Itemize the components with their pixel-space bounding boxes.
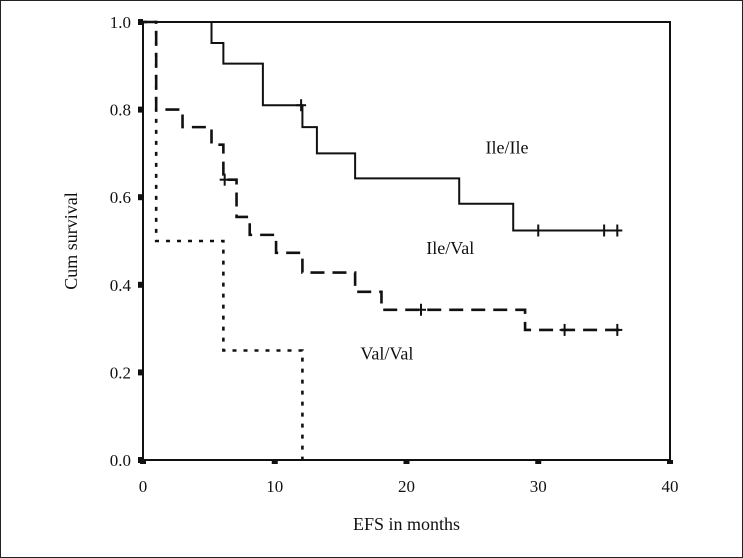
x-tick-label: 10 xyxy=(266,477,283,496)
curve-val-val xyxy=(143,20,304,460)
curve-label-ile-val: Ile/Val xyxy=(426,238,474,258)
curve-ile-ile xyxy=(143,21,622,232)
y-tick-label: 0.4 xyxy=(110,276,132,295)
x-tick-label: 20 xyxy=(398,477,415,496)
curve-label-val-val: Val/Val xyxy=(360,343,413,363)
y-tick-mark xyxy=(138,369,143,376)
x-tick-label: 40 xyxy=(662,477,679,496)
x-tick-mark xyxy=(667,460,673,464)
curve-labels: Ile/Ile Ile/Val Val/Val xyxy=(360,137,528,363)
x-tick-mark xyxy=(271,460,278,464)
y-tick-label: 0.8 xyxy=(110,101,131,120)
y-tick-label: 0.6 xyxy=(110,188,131,207)
y-tick-label: 0.0 xyxy=(110,451,131,470)
y-axis-ticks: 0.0 0.2 0.4 0.6 0.8 1.0 xyxy=(110,13,143,470)
curve-ile-val xyxy=(143,20,620,332)
x-tick-mark xyxy=(403,460,410,464)
censor-marks xyxy=(219,99,623,336)
curve-label-ile-ile: Ile/Ile xyxy=(486,137,529,157)
y-tick-mark xyxy=(138,194,143,201)
y-tick-mark xyxy=(138,281,143,288)
x-tick-mark xyxy=(535,460,542,464)
y-axis-label: Cum survival xyxy=(61,192,81,290)
x-tick-label: 0 xyxy=(139,477,148,496)
y-tick-label: 1.0 xyxy=(110,13,131,32)
x-axis-label: EFS in months xyxy=(353,514,460,534)
y-tick-mark xyxy=(138,106,143,113)
y-tick-mark xyxy=(138,457,143,463)
y-tick-label: 0.2 xyxy=(110,363,131,382)
y-tick-mark xyxy=(138,19,143,25)
x-axis-ticks: 0 10 20 30 40 xyxy=(139,460,679,496)
x-tick-label: 30 xyxy=(530,477,547,496)
survival-curves xyxy=(143,20,622,460)
